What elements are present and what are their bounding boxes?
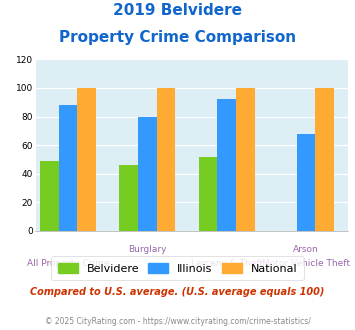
Text: 2019 Belvidere: 2019 Belvidere <box>113 3 242 18</box>
Text: © 2025 CityRating.com - https://www.cityrating.com/crime-statistics/: © 2025 CityRating.com - https://www.city… <box>45 317 310 326</box>
Bar <box>297 134 315 231</box>
Bar <box>119 165 138 231</box>
Bar <box>217 99 236 231</box>
Text: Burglary: Burglary <box>128 245 166 254</box>
Text: Arson: Arson <box>293 245 319 254</box>
Bar <box>59 105 77 231</box>
Bar <box>40 161 59 231</box>
Text: Compared to U.S. average. (U.S. average equals 100): Compared to U.S. average. (U.S. average … <box>30 287 325 297</box>
Text: Property Crime Comparison: Property Crime Comparison <box>59 30 296 45</box>
Bar <box>77 88 96 231</box>
Bar <box>199 157 217 231</box>
Bar <box>315 88 334 231</box>
Text: Larceny & Theft: Larceny & Theft <box>191 259 263 268</box>
Text: Motor Vehicle Theft: Motor Vehicle Theft <box>262 259 350 268</box>
Legend: Belvidere, Illinois, National: Belvidere, Illinois, National <box>51 256 304 280</box>
Bar <box>138 116 157 231</box>
Text: All Property Crime: All Property Crime <box>27 259 109 268</box>
Bar <box>236 88 255 231</box>
Bar <box>157 88 175 231</box>
